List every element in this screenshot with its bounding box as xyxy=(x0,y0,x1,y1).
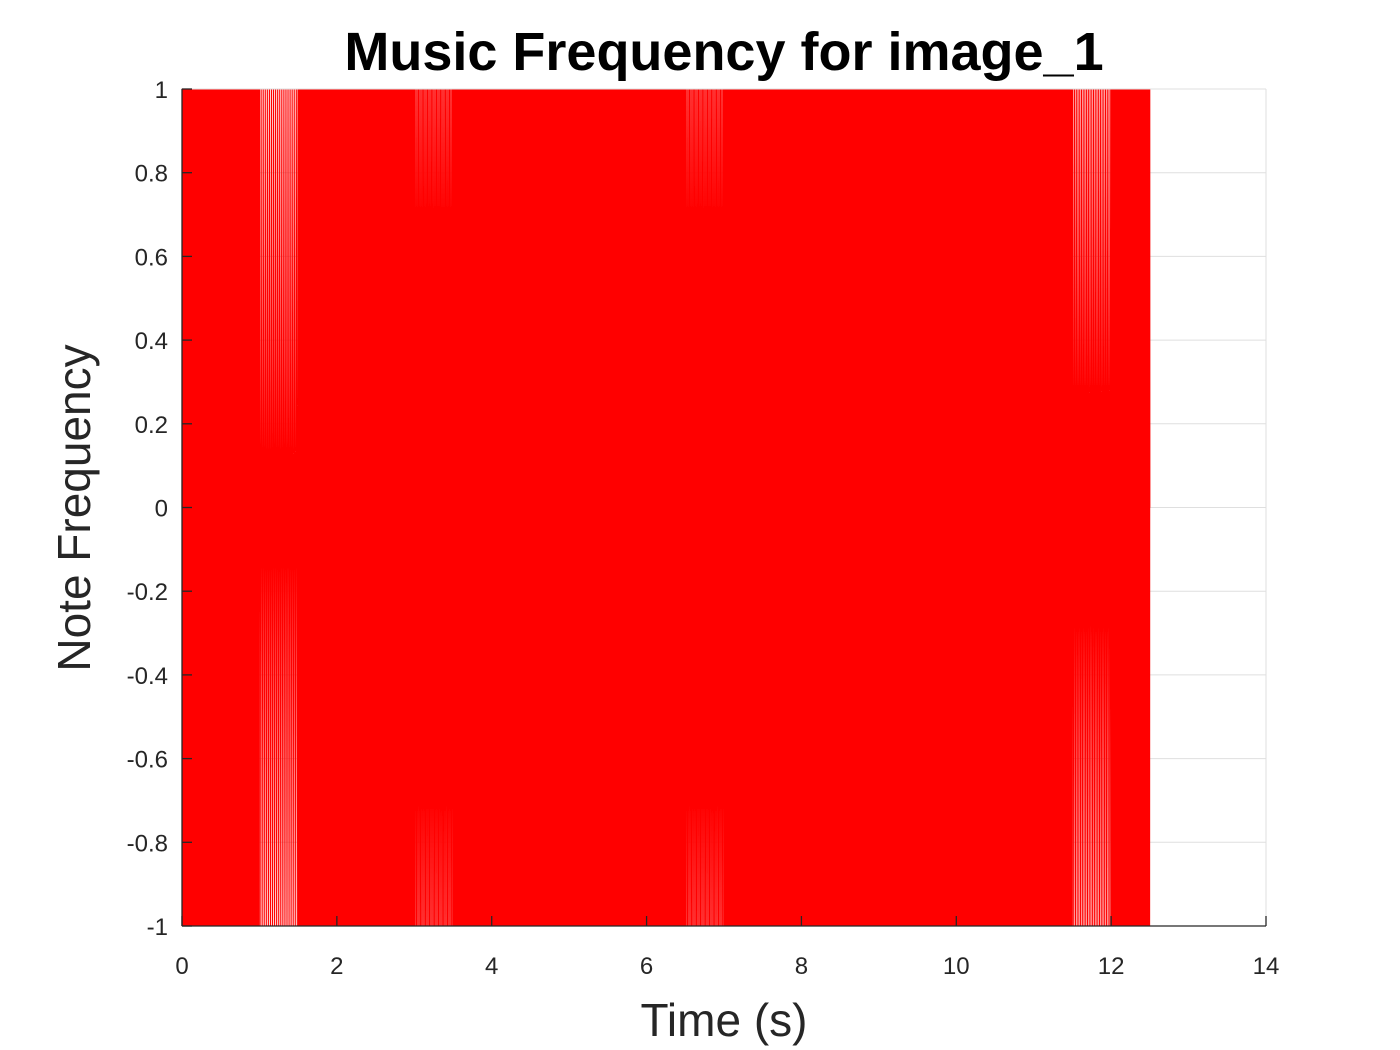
y-axis-label: Note Frequency xyxy=(48,344,100,671)
y-tick-label-3: -0.4 xyxy=(127,663,168,690)
x-tick-label-7: 14 xyxy=(1253,953,1280,980)
chart-title: Music Frequency for image_1 xyxy=(344,22,1103,82)
series-line-0 xyxy=(181,88,1151,927)
y-tick-label-4: -0.2 xyxy=(127,579,168,606)
y-tick-label-10: 1 xyxy=(155,77,168,104)
y-tick-label-5: 0 xyxy=(155,496,168,523)
series-red-waveform xyxy=(181,88,1151,927)
y-tick-label-0: -1 xyxy=(147,914,168,941)
y-tick-label-9: 0.8 xyxy=(135,161,168,188)
y-tick-label-8: 0.6 xyxy=(135,244,168,271)
x-tick-label-1: 2 xyxy=(330,953,343,980)
x-tick-label-3: 6 xyxy=(640,953,653,980)
y-tick-label-1: -0.8 xyxy=(127,830,168,857)
tick-labels: 0 2 4 6 8 10 12 14 -1 -0.8 -0.6 -0.4 -0.2 0 0.2 0.4 0.6 0… xyxy=(127,77,1280,980)
axes xyxy=(181,88,1267,927)
x-tick-label-4: 8 xyxy=(795,953,808,980)
x-tick-label-6: 12 xyxy=(1098,953,1125,980)
y-tick-label-6: 0.2 xyxy=(135,412,168,439)
x-axis-label: Time (s) xyxy=(641,994,808,1046)
x-tick-label-2: 4 xyxy=(485,953,498,980)
y-tick-label-2: -0.6 xyxy=(127,747,168,774)
x-tick-label-0: 0 xyxy=(175,953,188,980)
x-tick-label-5: 10 xyxy=(943,953,970,980)
y-tick-label-7: 0.4 xyxy=(135,328,168,355)
